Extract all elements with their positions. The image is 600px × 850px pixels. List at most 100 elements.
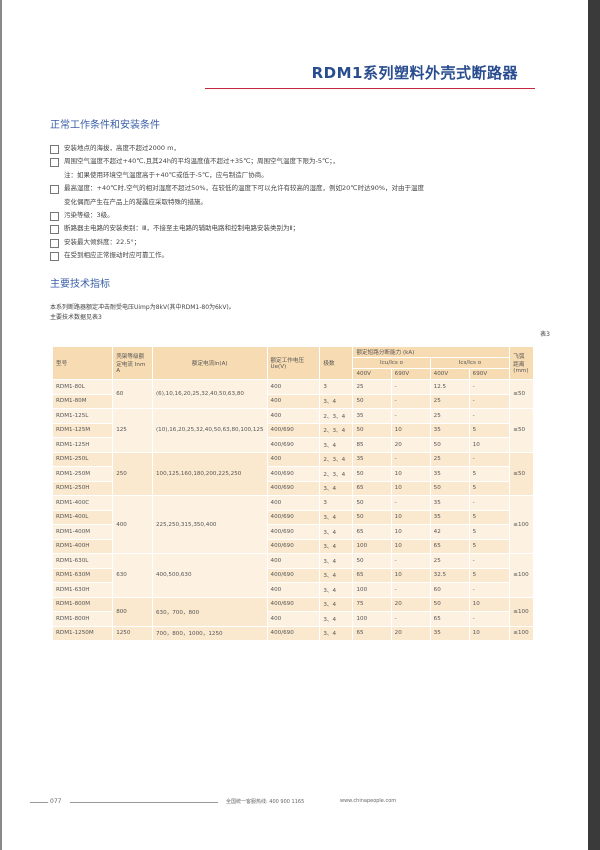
- cell-poles: 3、4: [319, 524, 354, 540]
- cell-ics-400v: 35: [429, 466, 470, 482]
- cell-ics-400v: 50: [429, 480, 470, 496]
- cell-rated-current: 630，700，800: [151, 596, 268, 627]
- cell-ics-690v: 5: [468, 466, 511, 482]
- cell-icu-690v: 10: [390, 524, 431, 540]
- page-number: 077: [50, 798, 62, 805]
- header-690v: 690V: [468, 368, 511, 380]
- cell-fly-distance: ≤100: [509, 495, 534, 554]
- cell-icu-690v: 10: [390, 567, 431, 583]
- cell-icu-400v: 100: [352, 611, 392, 627]
- cell-icu-400v: 100: [352, 538, 392, 554]
- cell-model: RDM1-400H: [51, 538, 114, 554]
- cell-ics-690v: -: [468, 553, 511, 569]
- cell-voltage: 400/690: [266, 596, 321, 612]
- cell-icu-400v: 50: [352, 393, 392, 409]
- cell-rated-current: (10),16,20,25,32,40,50,63,80,100,125: [151, 408, 268, 453]
- cell-icu-690v: -: [390, 379, 431, 395]
- footer: 077 全国统一客服热线: 400 900 1165 www.chinapeop…: [30, 798, 450, 808]
- cell-model: RDM1-800H: [51, 611, 114, 627]
- cell-ics-690v: 5: [468, 509, 511, 525]
- cell-ics-690v: 5: [468, 422, 511, 438]
- cell-poles: 3、4: [319, 611, 354, 627]
- cell-model: RDM1-80L: [51, 379, 114, 395]
- cell-ics-400v: 25: [429, 553, 470, 569]
- condition-text: 在受到相应正常振动时应可靠工作。: [64, 251, 168, 260]
- cell-rated-current: 400,500,630: [151, 553, 268, 598]
- cell-ics-690v: 10: [468, 437, 511, 453]
- header-icu: Icu/Ics o: [352, 357, 431, 369]
- cell-model: RDM1-630L: [51, 553, 114, 569]
- table-row: RDM1-250L 250 100,125,160,180,200,225,250 4…: [51, 451, 534, 496]
- cell-icu-690v: 20: [390, 437, 431, 453]
- cell-model: RDM1-1250M: [51, 625, 114, 641]
- condition-text: 周围空气温度不超过+40℃,且其24h的平均温度值不超过+35℃；周围空气温度下…: [64, 157, 340, 166]
- cell-icu-400v: 85: [352, 437, 392, 453]
- cell-frame-current: 250: [112, 451, 153, 496]
- table-row: RDM1-125M 400/690 2、3、4 50 10 35 5: [51, 422, 534, 438]
- cell-frame-current: 60: [112, 379, 153, 409]
- cell-icu-690v: 10: [390, 538, 431, 554]
- cell-icu-690v: 20: [390, 596, 431, 612]
- cell-poles: 3、4: [319, 393, 354, 409]
- header-400v: 400V: [429, 368, 470, 380]
- indent: [50, 169, 64, 182]
- header-400v: 400V: [352, 368, 392, 380]
- header-ics: Ics/Ics o: [429, 357, 511, 369]
- cell-poles: 3: [319, 379, 354, 395]
- cell-ics-400v: 35: [429, 625, 470, 641]
- cell-ics-400v: 50: [429, 437, 470, 453]
- cell-model: RDM1-400C: [51, 495, 114, 511]
- cell-frame-current: 630: [112, 553, 153, 598]
- condition-item: 变化偶而产生在产品上的凝露应采取特殊的措施。: [50, 196, 550, 209]
- cell-ics-400v: 65: [429, 538, 470, 554]
- cell-poles: 3、4: [319, 538, 354, 554]
- cell-poles: 2、3、4: [319, 422, 354, 438]
- cell-model: RDM1-630H: [51, 582, 114, 598]
- cell-poles: 3: [319, 495, 354, 511]
- header-trip: 额定电流In(A): [151, 346, 268, 380]
- condition-item: 断路器主电路的安装类别：Ⅲ，不接至主电路的辅助电路和控制电路安装类别为Ⅱ；: [50, 222, 550, 235]
- conditions-list: 安装地点的海拔，高度不超过2000 m， 周围空气温度不超过+40℃,且其24h的…: [50, 142, 550, 263]
- checkbox-icon: [50, 158, 59, 168]
- cell-icu-400v: 50: [352, 509, 392, 525]
- cell-voltage: 400/690: [266, 625, 321, 641]
- cell-voltage: 400: [266, 451, 321, 467]
- cell-ics-690v: -: [468, 611, 511, 627]
- cell-icu-690v: 10: [390, 422, 431, 438]
- cell-icu-400v: 75: [352, 596, 392, 612]
- cell-rated-current: (6),10,16,20,25,32,40,50,63,80: [151, 379, 268, 409]
- document-page: RDM1系列塑料外壳式断路器 正常工作条件和安装条件 安装地点的海拔，高度不超过…: [2, 0, 588, 850]
- condition-item: 污染等级：3级。: [50, 209, 550, 222]
- cell-frame-current: 125: [112, 408, 153, 453]
- table-row: RDM1-400H 400/690 3、4 100 10 65 5: [51, 538, 534, 554]
- cell-poles: 2、3、4: [319, 408, 354, 424]
- cell-voltage: 400: [266, 408, 321, 424]
- condition-text: 变化偶而产生在产品上的凝露应采取特殊的措施。: [64, 197, 207, 206]
- title-rule: [205, 88, 535, 89]
- cell-poles: 3、4: [319, 567, 354, 583]
- cell-fly-distance: ≤50: [509, 408, 534, 453]
- condition-text: 安装地点的海拔，高度不超过2000 m，: [64, 144, 180, 152]
- cell-frame-current: 400: [112, 495, 153, 554]
- table-row: RDM1-1250M 1250 700，800，1000，1250 400/690 3、…: [51, 625, 534, 641]
- table-body: RDM1-80L 60 (6),10,16,20,25,32,40,50,63,80…: [51, 379, 534, 641]
- page-shadow: [588, 0, 600, 850]
- cell-icu-400v: 50: [352, 466, 392, 482]
- cell-voltage: 400: [266, 495, 321, 511]
- table-row: RDM1-125L 125 (10),16,20,25,32,40,50,63,80…: [51, 408, 534, 453]
- condition-item: 安装地点的海拔，高度不超过2000 m，: [50, 142, 550, 155]
- table-row: RDM1-630M 400/690 3、4 65 10 32.5 5: [51, 567, 534, 583]
- cell-icu-690v: -: [390, 495, 431, 511]
- footer-website: www.chinapeople.com: [340, 798, 397, 804]
- table-row: RDM1-125H 400/690 3、4 85 20 50 10: [51, 437, 534, 453]
- cell-voltage: 400/690: [266, 509, 321, 525]
- cell-icu-690v: -: [390, 611, 431, 627]
- cell-ics-690v: 5: [468, 480, 511, 496]
- cell-ics-690v: 10: [468, 596, 511, 612]
- cell-icu-690v: -: [390, 582, 431, 598]
- cell-frame-current: 1250: [112, 625, 153, 641]
- cell-voltage: 400/690: [266, 466, 321, 482]
- page-title: RDM1系列塑料外壳式断路器: [311, 64, 518, 82]
- cell-ics-400v: 35: [429, 422, 470, 438]
- cell-icu-400v: 50: [352, 553, 392, 569]
